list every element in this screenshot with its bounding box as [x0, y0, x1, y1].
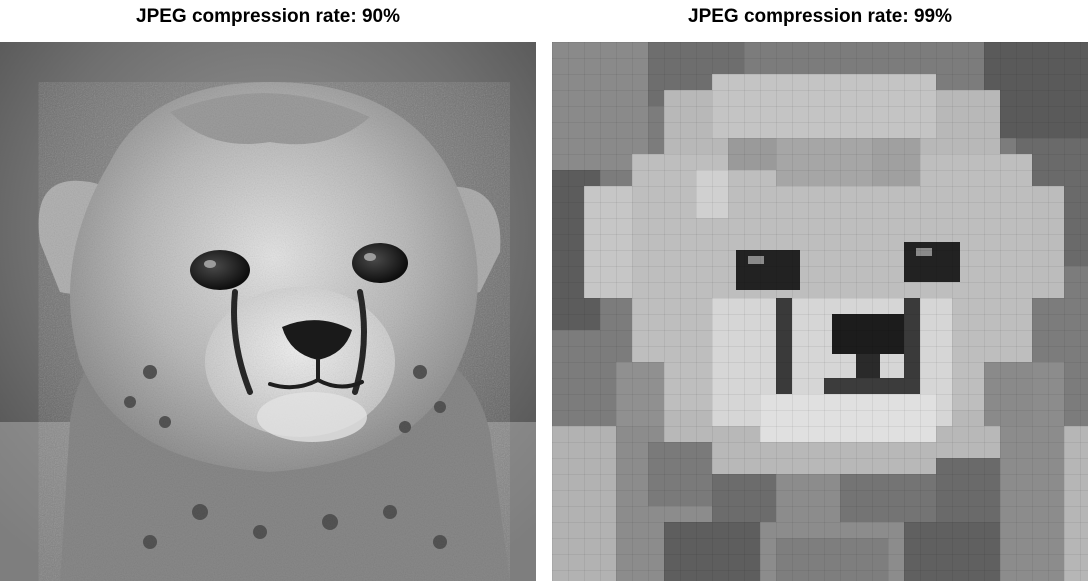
- cheetah-cub-photo-99: [552, 42, 1088, 581]
- comparison-panel-90: JPEG compression rate: 90%: [0, 0, 536, 581]
- cheetah-cub-image: [0, 42, 536, 581]
- cheetah-cub-image-blocky: [552, 42, 1088, 581]
- panel-title: JPEG compression rate: 90%: [136, 6, 400, 27]
- cheetah-cub-photo-90: [0, 42, 536, 581]
- comparison-panel-99: JPEG compression rate: 99%: [552, 0, 1088, 581]
- panel-title: JPEG compression rate: 99%: [688, 6, 952, 27]
